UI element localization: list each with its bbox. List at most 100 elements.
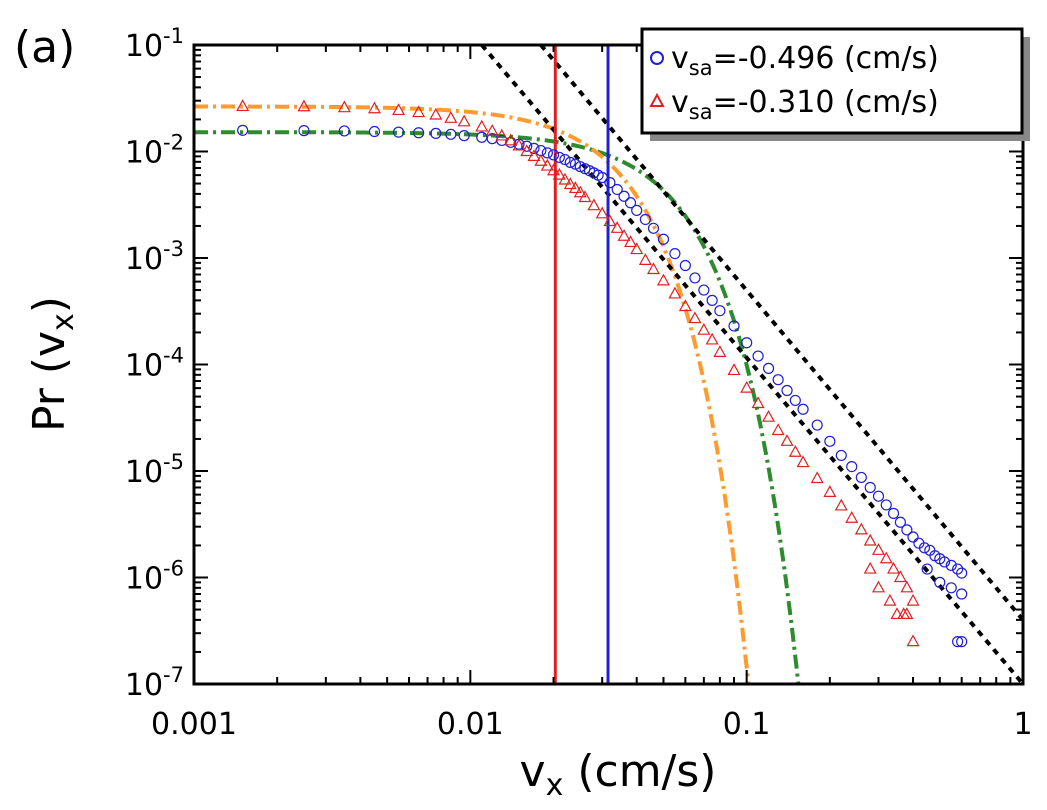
data-point-triangle <box>893 570 907 583</box>
y-tick-label-exponent: -4 <box>163 344 184 368</box>
x-tick-label: 0.1 <box>723 707 771 742</box>
data-point-triangle <box>900 607 914 620</box>
data-point-circle <box>952 563 964 575</box>
data-point-circle <box>639 213 651 226</box>
data-point-triangle <box>697 322 711 335</box>
legend-entry-0-main: v <box>671 41 689 76</box>
x-tick-label: 1 <box>1013 707 1032 742</box>
x-tick-label: 0.01 <box>437 707 504 742</box>
data-point-triangle <box>558 172 572 185</box>
data-point-circle <box>476 131 488 143</box>
legend-entry-1-main: v <box>671 85 689 120</box>
data-point-triangle <box>485 123 499 136</box>
data-point-circle <box>907 531 919 543</box>
y-tick-label-base: 10 <box>125 349 163 384</box>
data-point-triangle <box>727 363 741 376</box>
y-axis-title: Pr (vx) <box>24 296 81 432</box>
data-point-triangle <box>412 105 426 118</box>
data-point-circle <box>547 149 560 161</box>
data-point-circle <box>872 490 885 502</box>
data-point-circle <box>855 471 867 484</box>
x-tick-labels: 0.001 0.01 0.1 1 <box>151 707 1032 742</box>
data-point-triangle <box>871 543 886 555</box>
legend-entry-0-rest: =-0.496 (cm/s) <box>713 41 939 76</box>
y-tick-label: 10-3 <box>125 237 184 277</box>
data-point-triangle <box>771 423 785 436</box>
data-point-triangle <box>834 498 848 511</box>
data-point-circle <box>553 151 565 164</box>
data-point-triangle <box>751 396 765 409</box>
data-point-circle <box>604 177 616 189</box>
y-tick-label: 10-5 <box>125 450 184 490</box>
data-point-circle <box>669 247 681 260</box>
data-point-triangle <box>845 511 859 523</box>
data-point-circle <box>894 516 906 528</box>
data-point-circle <box>846 460 858 473</box>
data-point-triangle <box>879 551 893 564</box>
data-point-circle <box>887 507 900 519</box>
data-point-triangle <box>678 299 692 312</box>
data-point-triangle <box>547 163 561 176</box>
y-tick-label-exponent: -5 <box>163 450 184 474</box>
data-point-circle <box>956 567 968 579</box>
data-point-triangle <box>780 434 794 446</box>
data-point-circle <box>521 140 533 152</box>
data-point-circle <box>445 128 457 140</box>
x-axis-title-main: v <box>520 746 546 797</box>
data-point-triangle <box>871 580 886 593</box>
y-axis-title-sub: x <box>46 313 81 331</box>
data-point-circle <box>528 142 540 154</box>
data-point-triangle <box>578 190 592 203</box>
data-point-circle <box>689 272 701 284</box>
y-tick-label: 10-7 <box>125 663 184 703</box>
data-point-circle <box>413 127 425 139</box>
data-point-circle <box>762 362 775 374</box>
legend-entry-1: vsa=-0.310 (cm/s) <box>671 85 939 124</box>
data-point-triangle <box>568 181 582 194</box>
data-point-circle <box>880 499 892 511</box>
data-point-circle <box>945 559 957 571</box>
data-point-circle <box>811 419 823 431</box>
data-point-triangle <box>512 138 526 151</box>
y-tick-label-exponent: -1 <box>163 24 184 48</box>
data-point-circle <box>237 124 249 136</box>
data-point-circle <box>430 127 442 139</box>
data-point-circle <box>952 636 964 648</box>
data-point-triangle <box>630 242 644 255</box>
data-point-circle <box>564 156 576 169</box>
y-tick-label-base: 10 <box>125 242 163 277</box>
data-point-circle <box>741 337 753 349</box>
data-point-circle <box>611 183 623 196</box>
fit-curve-power-law <box>480 45 1023 684</box>
panel-label: (a) <box>14 22 75 73</box>
data-point-circle <box>864 481 876 494</box>
data-point-triangle <box>337 100 351 113</box>
data-point-triangle <box>906 634 920 647</box>
data-point-circle <box>714 305 726 317</box>
fit-curve-gaussian <box>194 104 751 684</box>
data-point-circle <box>824 435 836 447</box>
data-point-triangle <box>603 214 617 227</box>
data-point-circle <box>618 190 630 202</box>
data-point-triangle <box>457 114 471 127</box>
x-axis-title-rest: (cm/s) <box>563 746 716 797</box>
data-point-circle <box>631 204 643 216</box>
data-point-circle <box>918 542 931 554</box>
data-point-triangle <box>520 144 534 157</box>
y-tick-label: 10-6 <box>125 557 184 597</box>
data-point-triangle <box>504 133 518 146</box>
y-tick-label: 10-1 <box>125 24 184 64</box>
y-tick-label: 10-4 <box>125 344 184 384</box>
data-point-circle <box>596 171 608 184</box>
data-point-triangle <box>883 593 897 606</box>
data-point-triangle <box>823 485 837 497</box>
data-point-triangle <box>236 99 250 112</box>
data-point-triangle <box>863 561 877 574</box>
data-point-triangle <box>540 158 554 171</box>
data-point-triangle <box>552 167 566 180</box>
data-point-triangle <box>688 311 702 324</box>
data-point-triangle <box>573 185 587 198</box>
data-point-triangle <box>495 128 509 141</box>
data-point-triangle <box>534 154 548 166</box>
